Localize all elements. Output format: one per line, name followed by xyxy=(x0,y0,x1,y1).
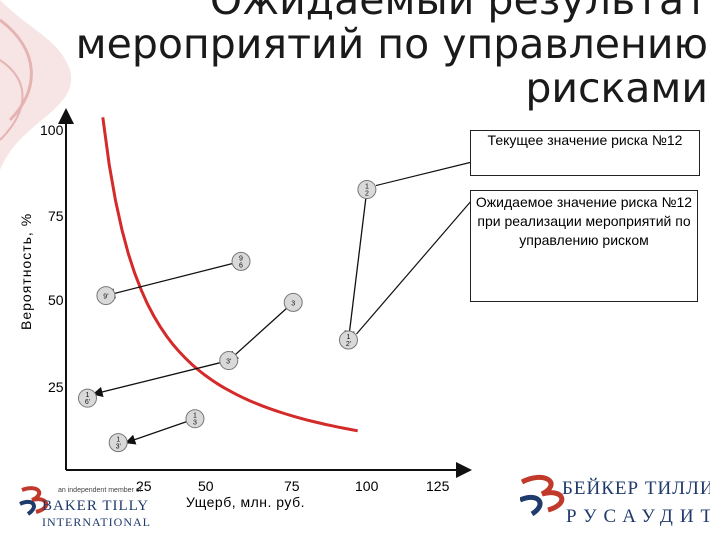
title-line-3: рисками xyxy=(525,64,708,112)
callout-leader-current xyxy=(375,161,473,187)
x-axis-label: Ущерб, млн. руб. xyxy=(186,494,305,510)
y-axis-label: Вероятность, % xyxy=(18,212,34,330)
risk-point-expected-1 xyxy=(96,286,116,306)
mitigation-arrows xyxy=(92,189,368,445)
baker-tilly-rusaudit-logo: БЕЙКЕР ТИЛЛИ РУСАУДИТ xyxy=(520,475,710,527)
risk-point-label-expected-5: 1 3' xyxy=(116,437,121,451)
risk-point-expected-3 xyxy=(77,388,97,408)
risk-point-label-expected-1: 9' xyxy=(103,294,108,301)
risk-point-current-0 xyxy=(357,180,377,200)
risk-point-current-1 xyxy=(231,251,251,271)
decorative-swirl xyxy=(0,0,72,170)
y-tick-75: 75 xyxy=(48,208,64,224)
y-tick-50: 50 xyxy=(48,292,64,308)
mitigation-arrow-1 xyxy=(104,260,242,299)
mitigation-arrow-3 xyxy=(92,359,229,398)
risk-point-expected-5 xyxy=(108,433,128,453)
x-tick-25: 25 xyxy=(136,478,152,494)
mitigation-arrow-4 xyxy=(124,418,196,445)
risk-point-label-expected-2: 3' xyxy=(226,359,231,366)
title-line-1: Ожидаемый результат xyxy=(209,0,708,24)
risk-point-expected-4 xyxy=(185,409,205,429)
x-tick-50: 50 xyxy=(198,478,214,494)
x-tick-125: 125 xyxy=(426,478,450,494)
risk-point-expected-2 xyxy=(219,351,239,371)
risk-points: 1 2 9 6 3 1 2' 9' 3' 1 6' 1 3 1 3' xyxy=(77,180,377,453)
chart-axes xyxy=(58,108,472,478)
threshold-curve-line xyxy=(101,117,358,433)
slide-title: Ожидаемый результат мероприятий по управ… xyxy=(48,0,708,110)
risk-point-label-expected-0: 1 2' xyxy=(346,334,351,348)
risk-point-label-current-2: 3 xyxy=(291,300,295,307)
x-tick-100: 100 xyxy=(355,478,379,494)
x-tick-75: 75 xyxy=(284,478,300,494)
y-tick-25: 25 xyxy=(48,379,64,395)
callout-leaders xyxy=(356,161,473,335)
callout-current-risk: Текущее значение риска №12 xyxy=(470,130,700,176)
risk-threshold-curve xyxy=(101,117,358,433)
risk-point-label-expected-3: 1 6' xyxy=(85,392,90,406)
mitigation-arrow-0 xyxy=(344,189,368,342)
risk-point-expected-0 xyxy=(338,330,358,350)
logo-left-tagline: an independent member of xyxy=(58,487,142,494)
y-tick-100: 100 xyxy=(40,122,64,138)
logo-right-brand: БЕЙКЕР ТИЛЛИ xyxy=(562,478,710,499)
title-line-2: мероприятий по управлению xyxy=(75,20,708,68)
logo-left-sub: INTERNATIONAL xyxy=(42,515,151,529)
logo-right-sub: РУСАУДИТ xyxy=(566,506,710,527)
logo-left-brand: BAKER TILLY xyxy=(42,498,149,514)
callout-leader-expected xyxy=(356,199,473,335)
callout-expected-risk: Ожидаемое значение риска №12 при реализа… xyxy=(470,190,698,302)
risk-point-current-2 xyxy=(283,292,303,312)
mitigation-arrow-2 xyxy=(227,301,294,362)
baker-tilly-international-logo: an independent member of BAKER TILLY INT… xyxy=(19,486,151,529)
